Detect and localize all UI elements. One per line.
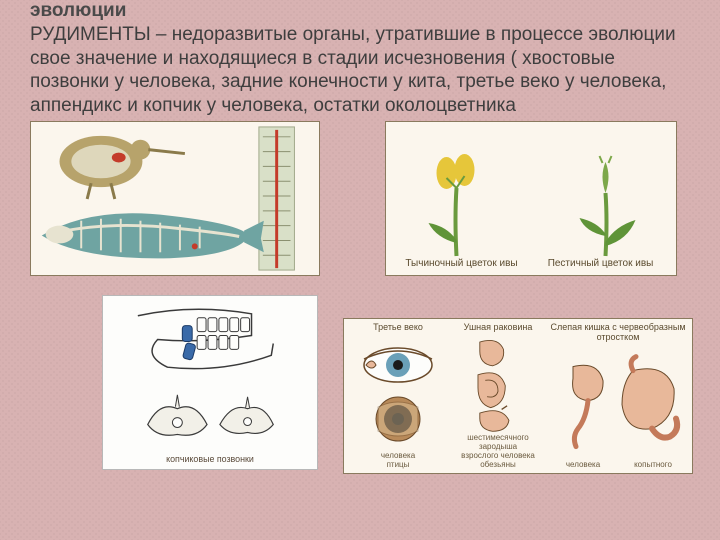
col-ear: Ушная раковина шестимесячного зародыша в… <box>448 323 548 469</box>
figure-kiwi-whale <box>30 121 320 276</box>
jaw-coccyx-svg: копчиковые позвонки <box>103 296 317 469</box>
rudiments-grid: Третье веко человека <box>348 323 688 469</box>
slide: эволюции РУДИМЕНТЫ – недоразвитые органы… <box>0 0 720 540</box>
header-ear: Ушная раковина <box>464 323 533 333</box>
flowers-row <box>392 128 670 258</box>
sub-eye-human: человека <box>381 451 415 460</box>
kiwi-whale-svg <box>31 122 319 275</box>
sub-appendix-ungulate: копытного <box>618 460 688 469</box>
staminate-flower-svg <box>392 148 521 258</box>
appendix-svg <box>548 343 688 460</box>
flower-captions: Тычиночный цветок ивы Пестичный цветок и… <box>392 258 670 269</box>
slide-heading: эволюции <box>30 0 690 23</box>
figure-human-rudiments: Третье веко человека <box>343 318 693 474</box>
staminate-flower <box>392 148 521 258</box>
sub-eye-bird: птицы <box>387 460 410 469</box>
sub-ear-adult: взрослого человека <box>461 451 535 460</box>
figure-willow-flowers: Тычиночный цветок ивы Пестичный цветок и… <box>385 121 677 276</box>
pistillate-flower <box>541 148 670 258</box>
slide-body-text: РУДИМЕНТЫ – недоразвитые органы, утратив… <box>30 23 690 118</box>
header-third-eyelid: Третье веко <box>373 323 423 333</box>
pistillate-flower-svg <box>541 148 670 258</box>
col-third-eyelid: Третье веко человека <box>348 323 448 469</box>
caption-pistillate: Пестичный цветок ивы <box>531 258 670 269</box>
ear-svg <box>448 333 548 433</box>
third-eyelid-svg <box>348 333 448 451</box>
figure-area: Тычиночный цветок ивы Пестичный цветок и… <box>30 118 690 498</box>
col-appendix: Слепая кишка с червеобразным отростком ч… <box>548 323 688 469</box>
header-appendix: Слепая кишка с червеобразным отростком <box>548 323 688 343</box>
caption-staminate: Тычиночный цветок ивы <box>392 258 531 269</box>
sub-ear-embryo: шестимесячного зародыша <box>448 433 548 451</box>
figure-jaw-coccyx: копчиковые позвонки <box>102 295 318 470</box>
vertebrae-caption: копчиковые позвонки <box>166 454 254 464</box>
sub-appendix-human: человека <box>548 460 618 469</box>
sub-ear-ape: обезьяны <box>480 460 516 469</box>
